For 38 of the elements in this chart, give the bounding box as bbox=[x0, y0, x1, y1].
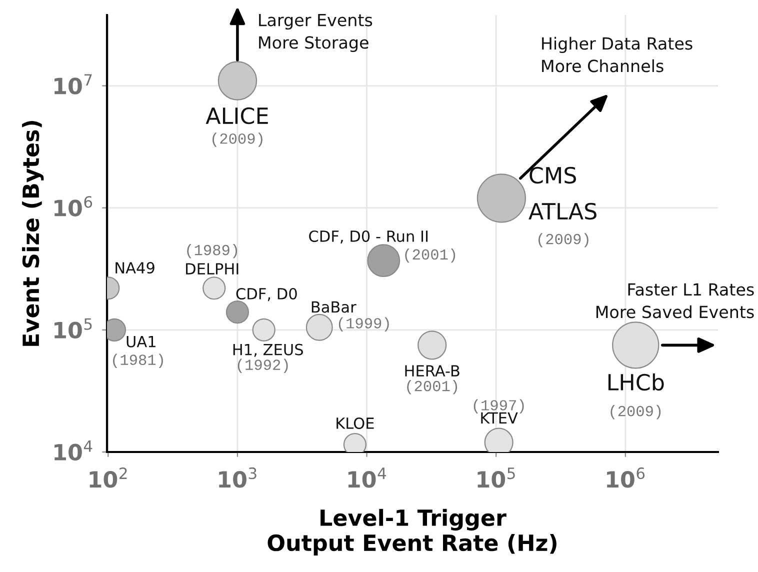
annotation: (2009) bbox=[212, 132, 262, 147]
annotation: ALICE bbox=[206, 107, 268, 124]
annotation: Higher Data Rates More Channels bbox=[542, 36, 692, 72]
x-tick-label: 10$^{6}$ bbox=[607, 467, 645, 488]
annotation: DELPHI bbox=[186, 263, 238, 274]
annotation: (1992) bbox=[238, 358, 288, 374]
annotation: (1989) bbox=[187, 244, 238, 258]
annotation: HERA-B bbox=[405, 365, 460, 376]
annotation: (2001) bbox=[405, 248, 456, 263]
y-tick-label: 10$^{4}$ bbox=[54, 440, 92, 461]
x-tick-label: 10$^{3}$ bbox=[219, 467, 256, 488]
annotation: (1981) bbox=[113, 354, 163, 368]
x-tick-label: 10$^{4}$ bbox=[348, 468, 386, 488]
annotation: Larger Events More Storage bbox=[259, 14, 372, 52]
annotation: NA49 bbox=[116, 262, 154, 274]
annotation: KTEV bbox=[481, 412, 518, 424]
annotation: UA1 bbox=[126, 336, 156, 348]
y-tick-label: 10$^{7}$ bbox=[54, 74, 92, 94]
y-tick-label: 10$^{5}$ bbox=[54, 318, 92, 339]
y-tick-label: 10$^{6}$ bbox=[54, 196, 92, 216]
annotation: CMS bbox=[530, 166, 576, 184]
y-axis-title: Event Size (Bytes) bbox=[22, 120, 44, 346]
annotation: CDF, D0 - Run II bbox=[309, 230, 428, 244]
annotation: BaBar bbox=[312, 301, 356, 313]
annotation: Faster L1 Rates More Saved Events bbox=[596, 283, 754, 318]
annotation: ATLAS bbox=[528, 202, 596, 220]
x-axis-title: Level-1 Trigger Output Event Rate (Hz) bbox=[268, 508, 556, 556]
annotation: CDF, D0 bbox=[236, 288, 297, 302]
annotation: (1997) bbox=[474, 399, 524, 414]
annotation: (2009) bbox=[610, 405, 661, 420]
annotation: H1, ZEUS bbox=[233, 344, 303, 357]
x-tick-label: 10$^{2}$ bbox=[90, 467, 127, 488]
annotation: KLOE bbox=[336, 417, 374, 430]
annotation: (1999) bbox=[338, 317, 389, 332]
annotation: LHCb bbox=[608, 373, 664, 391]
annotation: (2009) bbox=[538, 233, 588, 248]
x-tick-label: 10$^{5}$ bbox=[478, 468, 515, 488]
annotation: (2001) bbox=[407, 380, 458, 394]
